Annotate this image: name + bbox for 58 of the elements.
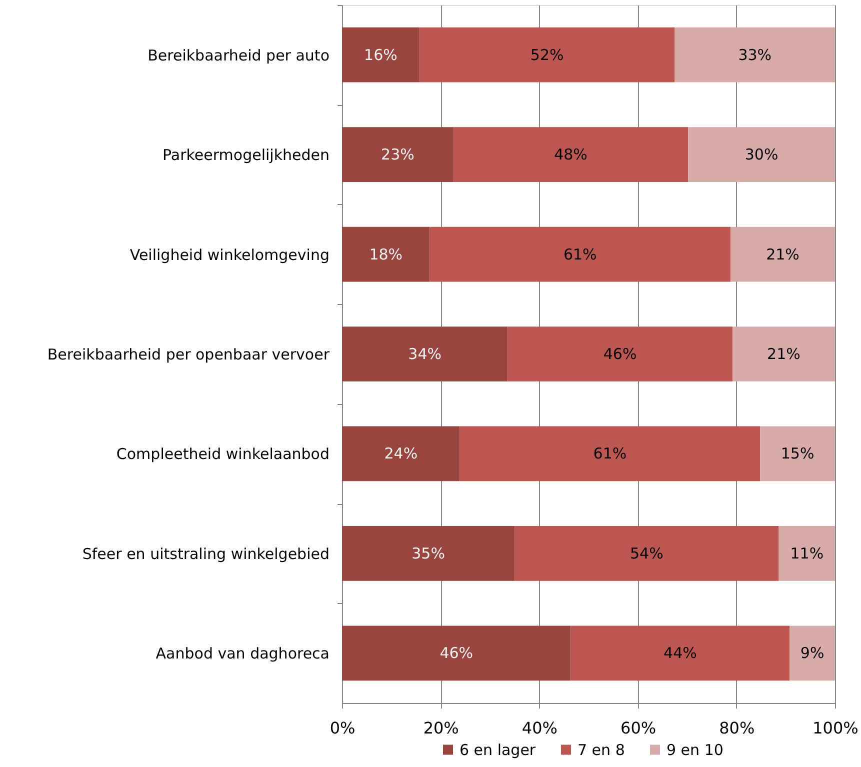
bar <box>790 626 835 681</box>
data-label: 30% <box>744 146 778 164</box>
bar <box>342 326 508 382</box>
data-label: 18% <box>369 245 403 264</box>
bar <box>688 127 835 182</box>
data-label: 61% <box>593 444 627 463</box>
data-label: 21% <box>767 345 800 363</box>
bar <box>760 426 835 482</box>
bar <box>342 426 460 482</box>
data-label: 24% <box>384 444 418 463</box>
y-tick-label: Veiligheid winkelomgeving <box>130 246 330 264</box>
data-label: 34% <box>408 345 442 363</box>
bar <box>342 27 420 82</box>
x-tick-label: 40% <box>522 718 558 738</box>
x-tick-label: 100% <box>812 718 858 738</box>
data-label: 48% <box>554 146 588 164</box>
y-tick-label: Aanbod van daghoreca <box>156 644 330 663</box>
bar <box>453 127 688 182</box>
x-tick-label: 20% <box>423 718 459 738</box>
bar <box>730 226 835 282</box>
y-tick-label: Bereikbaarheid per auto <box>148 46 330 64</box>
bar <box>342 526 515 581</box>
data-label: 15% <box>780 444 814 463</box>
data-label: 23% <box>381 146 414 164</box>
legend-label: 9 en 10 <box>666 740 724 759</box>
data-label: 16% <box>364 46 398 64</box>
data-label: 61% <box>563 245 597 264</box>
data-label: 46% <box>603 345 637 363</box>
legend-label: 6 en lager <box>460 740 536 759</box>
bar <box>430 226 730 282</box>
data-label: 44% <box>664 644 697 662</box>
x-tick-label: 0% <box>330 718 356 738</box>
data-label: 9% <box>800 644 824 662</box>
bar <box>342 626 571 681</box>
bar <box>342 226 430 282</box>
x-tick-label: 60% <box>620 718 656 738</box>
data-label: 46% <box>440 644 474 662</box>
bar <box>732 326 835 382</box>
bar <box>570 626 790 681</box>
data-label: 35% <box>412 544 445 562</box>
bar <box>419 27 675 82</box>
data-label: 33% <box>738 46 772 64</box>
data-label: 21% <box>766 245 800 264</box>
legend-label: 7 en 8 <box>578 740 625 759</box>
x-tick-label: 80% <box>719 718 755 738</box>
data-label: 11% <box>790 544 824 562</box>
bar <box>508 326 732 382</box>
y-tick-label: Parkeermogelijkheden <box>162 146 330 164</box>
data-label: 52% <box>530 46 564 64</box>
bar <box>514 526 779 581</box>
bar <box>674 27 835 82</box>
bar <box>460 426 760 482</box>
y-tick-label: Sfeer en uitstraling winkelgebied <box>82 544 330 563</box>
data-label: 54% <box>630 544 664 562</box>
bar <box>342 127 454 182</box>
y-tick-label: Bereikbaarheid per openbaar vervoer <box>47 346 330 364</box>
bar <box>778 526 835 581</box>
y-tick-label: Compleetheid winkelaanbod <box>116 445 330 464</box>
